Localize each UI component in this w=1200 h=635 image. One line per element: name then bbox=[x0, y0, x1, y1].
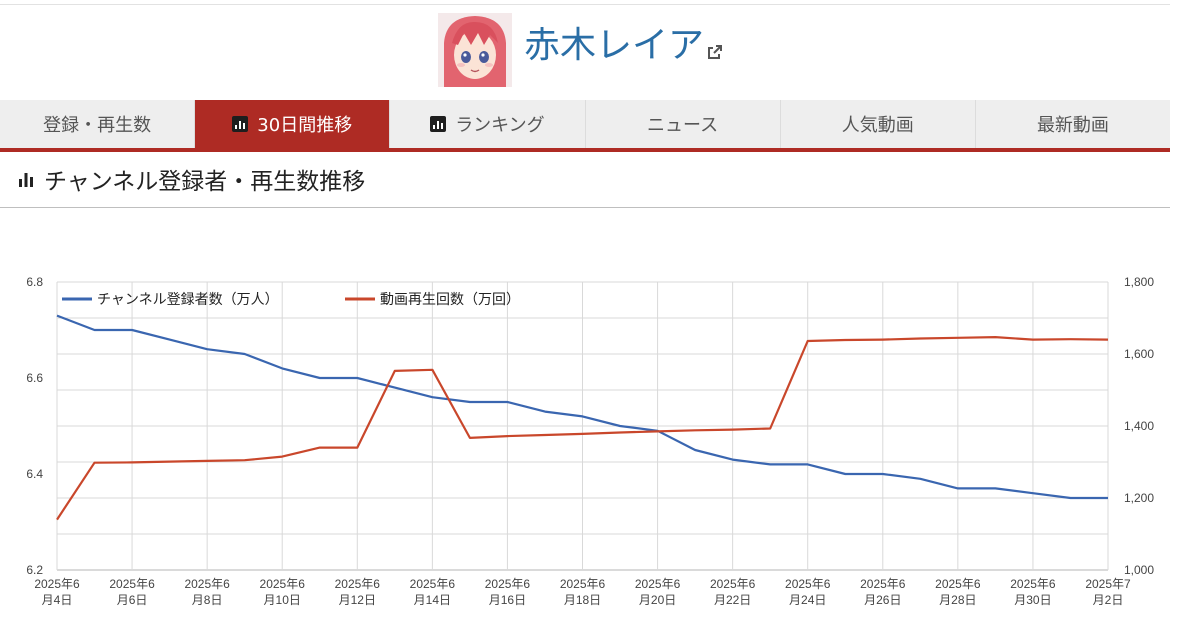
x-tick-label: 月6日 bbox=[117, 593, 148, 607]
x-tick-label: 月20日 bbox=[639, 593, 676, 607]
x-tick-label: 月18日 bbox=[564, 593, 601, 607]
x-tick-label: 2025年6 bbox=[710, 577, 756, 591]
x-tick-label: 2025年6 bbox=[335, 577, 381, 591]
bar-chart-icon bbox=[19, 173, 33, 187]
legend-label: 動画再生回数（万回） bbox=[380, 291, 520, 307]
channel-header: 赤木レイア bbox=[0, 10, 1200, 90]
right-y-tick-label: 1,800 bbox=[1124, 275, 1154, 289]
tab-latest-videos[interactable]: 最新動画 bbox=[975, 100, 1171, 148]
x-tick-label: 2025年6 bbox=[860, 577, 906, 591]
x-tick-label: 月14日 bbox=[414, 593, 451, 607]
external-link-icon[interactable] bbox=[707, 44, 723, 60]
x-tick-label: 月8日 bbox=[192, 593, 223, 607]
x-tick-label: 月4日 bbox=[42, 593, 73, 607]
x-tick-label: 2025年6 bbox=[635, 577, 681, 591]
subscriber-views-line-chart: 6.2 6.4 6.6 6.8 1,000 1,200 1,400 1,600 1,800 202… bbox=[26, 275, 1154, 607]
tab-accent-bar bbox=[0, 148, 1170, 152]
channel-title-link[interactable]: 赤木レイア bbox=[524, 25, 705, 66]
x-tick-label: 月28日 bbox=[939, 593, 976, 607]
x-tick-label: 2025年6 bbox=[260, 577, 306, 591]
tab-label: ランキング bbox=[455, 115, 545, 136]
bar-chart-icon bbox=[232, 116, 249, 132]
x-tick-label: 2025年6 bbox=[1010, 577, 1056, 591]
tab-label: 人気動画 bbox=[841, 115, 914, 136]
right-y-tick-label: 1,600 bbox=[1124, 347, 1154, 361]
tab-registrations-views[interactable]: 登録・再生数 bbox=[0, 100, 196, 148]
x-tick-label: 月12日 bbox=[339, 593, 376, 607]
x-tick-label: 2025年7 bbox=[1085, 577, 1131, 591]
x-tick-label: 月26日 bbox=[864, 593, 901, 607]
subscribers-series-line bbox=[56, 314, 1108, 500]
tab-label: 登録・再生数 bbox=[43, 115, 152, 136]
tab-ranking[interactable]: ランキング bbox=[390, 100, 586, 148]
section-title: チャンネル登録者・再生数推移 bbox=[44, 169, 366, 195]
x-tick-label: 2025年6 bbox=[935, 577, 981, 591]
x-tick-label: 2025年6 bbox=[109, 577, 155, 591]
top-divider bbox=[0, 4, 1170, 5]
tab-label: 最新動画 bbox=[1036, 115, 1109, 136]
main-tabs: 登録・再生数 30日間推移 ランキング ニュース 人気動画 最新動画 bbox=[0, 100, 1171, 148]
right-y-tick-label: 1,400 bbox=[1124, 419, 1154, 433]
left-y-tick-label: 6.8 bbox=[26, 275, 43, 289]
left-y-tick-label: 6.2 bbox=[26, 563, 43, 577]
x-tick-label: 月16日 bbox=[489, 593, 526, 607]
tab-label: ニュース bbox=[647, 115, 719, 136]
right-y-tick-label: 1,000 bbox=[1124, 563, 1154, 577]
bar-chart-icon bbox=[430, 116, 447, 132]
tab-popular-videos[interactable]: 人気動画 bbox=[780, 100, 976, 148]
tab-30-day-trend[interactable]: 30日間推移 bbox=[195, 100, 391, 148]
views-series-line bbox=[56, 335, 1109, 521]
x-tick-label: 2025年6 bbox=[560, 577, 606, 591]
x-tick-label: 月10日 bbox=[264, 593, 301, 607]
x-tick-label: 月30日 bbox=[1014, 593, 1051, 607]
section-heading: チャンネル登録者・再生数推移 bbox=[18, 162, 365, 196]
x-tick-label: 2025年6 bbox=[785, 577, 831, 591]
section-divider bbox=[0, 207, 1170, 208]
x-tick-label: 月24日 bbox=[789, 593, 826, 607]
x-tick-label: 2025年6 bbox=[410, 577, 456, 591]
x-tick-label: 2025年6 bbox=[485, 577, 531, 591]
anime-avatar-icon[interactable] bbox=[438, 13, 512, 87]
left-y-tick-label: 6.4 bbox=[26, 467, 43, 481]
tab-label: 30日間推移 bbox=[257, 115, 353, 136]
x-tick-label: 2025年6 bbox=[184, 577, 230, 591]
x-tick-label: 月22日 bbox=[714, 593, 751, 607]
x-tick-label: 2025年6 bbox=[34, 577, 80, 591]
x-tick-label: 月2日 bbox=[1093, 593, 1124, 607]
left-y-tick-label: 6.6 bbox=[26, 371, 43, 385]
right-y-tick-label: 1,200 bbox=[1124, 491, 1154, 505]
tab-news[interactable]: ニュース bbox=[585, 100, 781, 148]
legend-label: チャンネル登録者数（万人） bbox=[97, 291, 279, 307]
